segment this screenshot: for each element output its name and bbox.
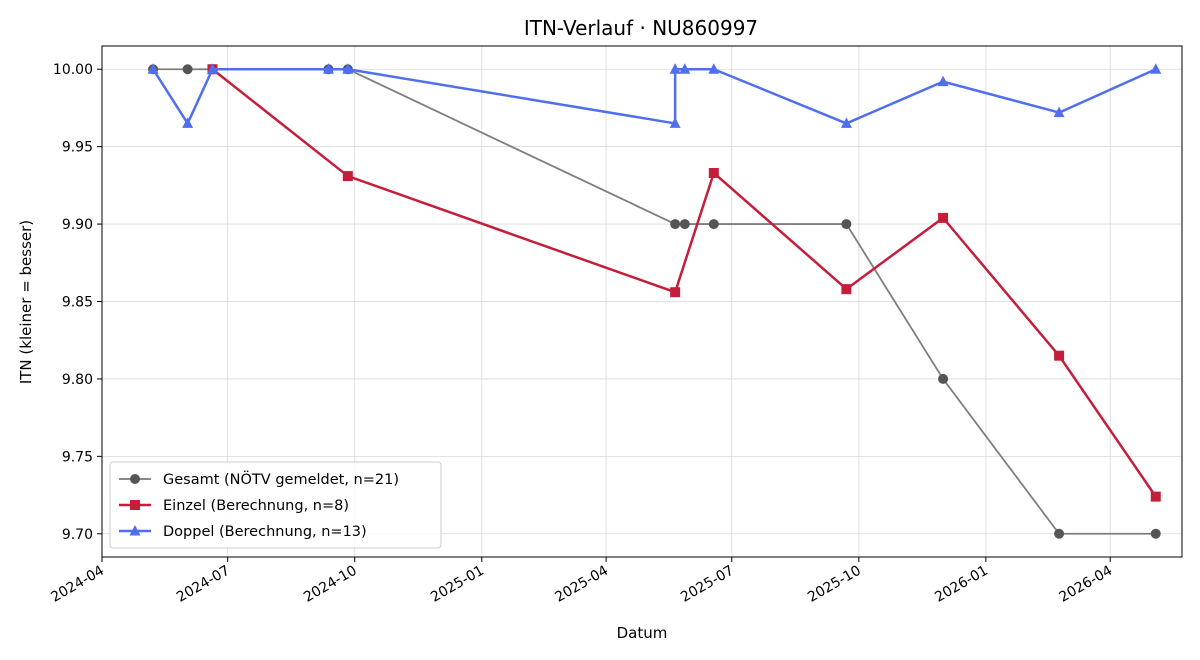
x-tick-label: 2026-04	[1057, 563, 1116, 606]
einzel-line	[211, 68, 1157, 498]
chart-title: ITN-Verlauf · NU860997	[524, 16, 758, 40]
doppel-point	[1150, 63, 1162, 74]
einzel-point	[670, 287, 681, 298]
x-tick-label: 2025-01	[428, 563, 487, 606]
gesamt-point	[182, 64, 193, 75]
y-tick-label: 9.95	[62, 140, 93, 156]
x-axis-label: Datum	[617, 624, 668, 642]
doppel-point	[206, 63, 218, 74]
doppel-point	[679, 63, 691, 74]
legend-swatch-marker	[129, 525, 141, 536]
gesamt-point	[841, 219, 852, 230]
legend-label: Doppel (Berechnung, n=13)	[163, 524, 367, 540]
doppel-point	[342, 63, 354, 74]
y-tick-label: 9.75	[62, 449, 93, 465]
legend-box	[109, 461, 442, 549]
gesamt-point	[938, 373, 949, 384]
y-tick-label: 9.80	[62, 372, 93, 388]
einzel-point	[1054, 350, 1065, 361]
doppel-point	[937, 75, 949, 87]
legend-swatch-marker	[130, 474, 140, 484]
x-tick-label: 2025-10	[805, 563, 864, 606]
legend-label: Gesamt (NÖTV gemeldet, n=21)	[163, 470, 399, 488]
legend: Gesamt (NÖTV gemeldet, n=21) Einzel (Bere…	[109, 461, 442, 549]
x-tick-label: 2024-07	[174, 563, 233, 606]
doppel-point	[322, 63, 334, 74]
gesamt-point	[679, 219, 690, 230]
x-tick-label: 2025-07	[678, 563, 737, 606]
legend-label: Einzel (Berechnung, n=8)	[163, 498, 349, 514]
x-tick-label: 2024-10	[301, 563, 360, 606]
doppel-line	[152, 67, 1157, 125]
gesamt-point	[670, 219, 681, 230]
y-tick-label: 9.85	[62, 295, 93, 311]
series-2	[147, 63, 1162, 128]
doppel-point	[669, 63, 681, 74]
gesamt-point	[1054, 528, 1065, 539]
gesamt-point	[1150, 528, 1161, 539]
y-axis: 9.70 9.75 9.80 9.85 9.90 9.95 10.00	[53, 62, 102, 543]
einzel-point	[938, 212, 949, 223]
doppel-point	[669, 117, 681, 128]
doppel-point	[147, 63, 159, 74]
grid-lines	[101, 46, 1182, 557]
doppel-point	[182, 117, 194, 128]
y-tick-label: 9.70	[62, 527, 93, 543]
series-1	[207, 64, 1161, 502]
x-axis: 2024-04 2024-07 2024-10 2025-01 2025-04 2025-…	[48, 557, 1115, 606]
einzel-point	[841, 284, 852, 295]
doppel-point	[1053, 106, 1065, 118]
x-tick-label: 2025-04	[552, 563, 611, 606]
series-layer	[147, 63, 1162, 539]
y-tick-label: 9.90	[62, 217, 93, 233]
einzel-point	[708, 167, 719, 178]
doppel-point	[708, 63, 720, 74]
gesamt-point	[708, 219, 719, 230]
doppel-point	[840, 117, 852, 128]
einzel-point	[342, 171, 353, 182]
y-tick-label: 10.00	[53, 62, 93, 78]
y-axis-label: ITN (kleiner = besser)	[17, 220, 35, 384]
x-tick-label: 2026-01	[932, 563, 991, 606]
einzel-point	[1150, 491, 1161, 502]
legend-swatch-marker	[130, 500, 140, 510]
x-tick-label: 2024-04	[48, 563, 107, 606]
